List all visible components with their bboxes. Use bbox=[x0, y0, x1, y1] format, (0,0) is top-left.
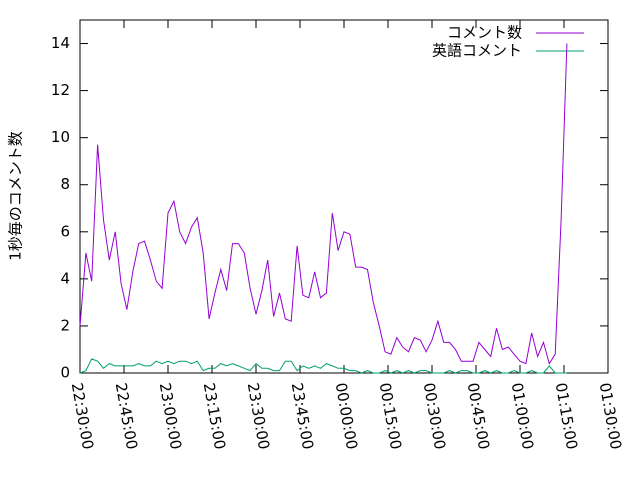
plot-frame bbox=[79, 19, 609, 374]
x-tick-label: 01:30:00 bbox=[596, 381, 625, 450]
series-line bbox=[79, 43, 568, 365]
x-tick-label: 01:15:00 bbox=[552, 381, 581, 450]
x-tick-label: 22:45:00 bbox=[112, 381, 141, 450]
y-tick-label: 0 bbox=[60, 364, 70, 382]
series-line bbox=[79, 358, 567, 374]
y-tick-label: 10 bbox=[51, 128, 70, 146]
y-tick-label: 6 bbox=[60, 222, 70, 240]
x-tick-label: 00:45:00 bbox=[464, 381, 493, 450]
x-tick-label: 23:45:00 bbox=[288, 381, 317, 450]
x-tick-label: 00:00:00 bbox=[332, 381, 361, 450]
y-tick-label: 12 bbox=[51, 81, 70, 99]
x-tick-label: 22:30:00 bbox=[68, 381, 97, 450]
legend-label: 英語コメント bbox=[432, 42, 522, 60]
x-tick-label: 23:30:00 bbox=[244, 381, 273, 450]
x-tick-label: 01:00:00 bbox=[508, 381, 537, 450]
y-tick-label: 4 bbox=[60, 269, 70, 287]
x-tick-label: 00:15:00 bbox=[376, 381, 405, 450]
y-tick-label: 2 bbox=[60, 316, 70, 334]
x-tick-label: 00:30:00 bbox=[420, 381, 449, 450]
y-tick-label: 8 bbox=[60, 175, 70, 193]
x-tick-label: 23:15:00 bbox=[200, 381, 229, 450]
y-tick-label: 14 bbox=[51, 34, 70, 52]
y-axis-label: 1秒毎のコメント数 bbox=[7, 131, 25, 261]
x-tick-label: 23:00:00 bbox=[156, 381, 185, 450]
legend-label: コメント数 bbox=[447, 24, 522, 42]
